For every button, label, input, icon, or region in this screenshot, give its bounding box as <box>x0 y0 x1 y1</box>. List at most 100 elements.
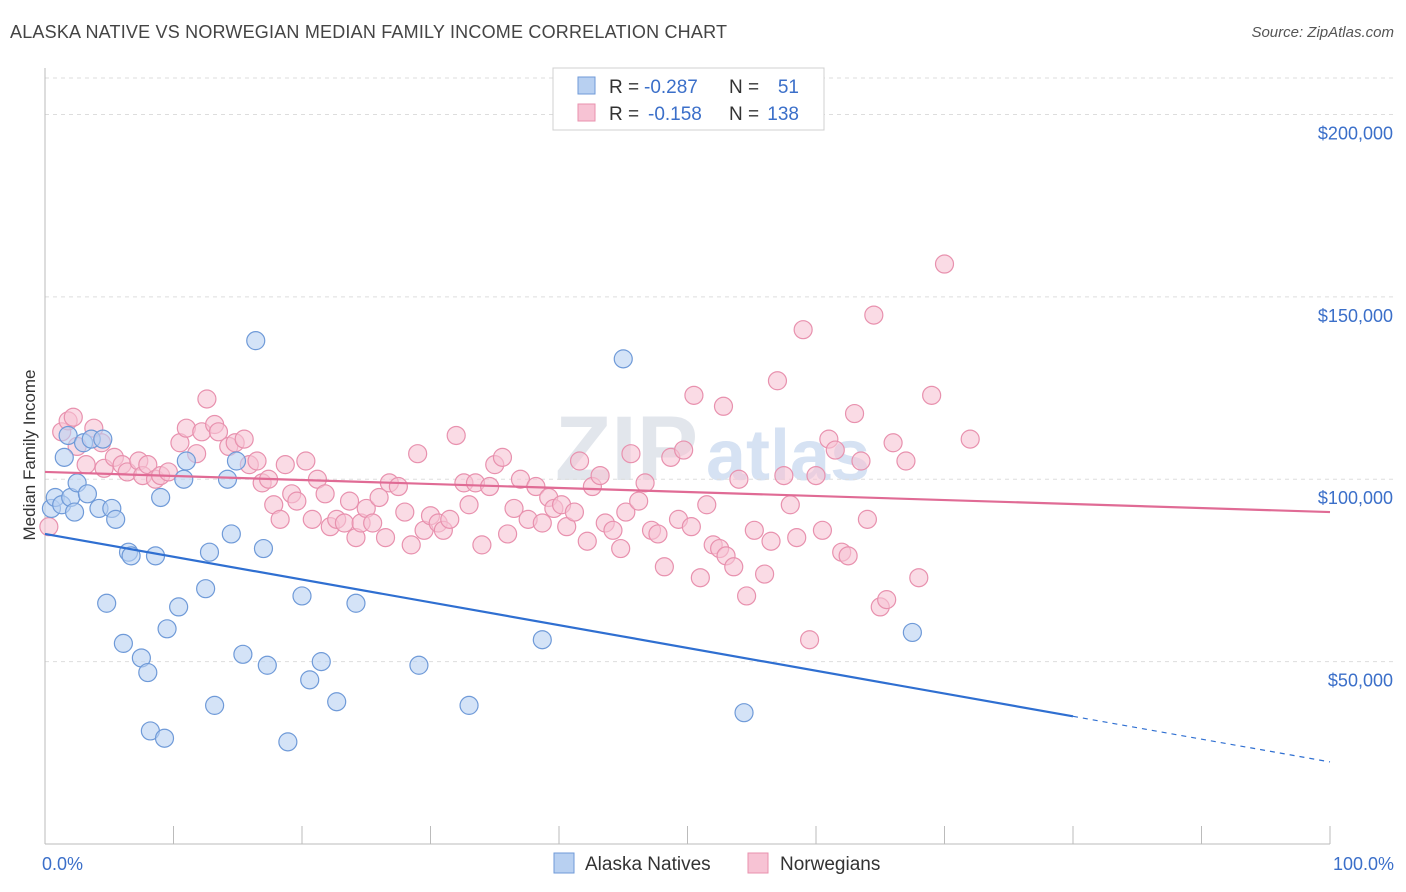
norwegian-point-36 <box>287 491 307 511</box>
norwegian-point-107 <box>754 564 775 584</box>
alaska-native-point-44 <box>409 655 429 675</box>
series-legend: Alaska Natives Norwegians <box>553 852 880 875</box>
norwegian-point-109 <box>767 371 788 391</box>
norwegian-point-87 <box>616 502 636 522</box>
norwegian-point-68 <box>492 447 513 467</box>
norwegian-point-61 <box>446 425 466 446</box>
grid-lines <box>45 77 1395 663</box>
norwegian-point-81 <box>577 531 597 551</box>
norwegian-point-55 <box>408 444 428 464</box>
alaska-native-point-50 <box>93 429 113 449</box>
norwegian-point-79 <box>564 502 585 522</box>
norwegian-point-116 <box>812 520 833 540</box>
norwegian-point-69 <box>498 524 518 544</box>
norwegian-point-0 <box>39 517 59 537</box>
bottom-legend-label-blue: Alaska Natives <box>585 854 711 875</box>
alaska-native-point-27 <box>176 451 196 471</box>
x-tick-label-min: 0.0% <box>42 854 83 874</box>
norwegian-point-132 <box>960 429 980 449</box>
axes <box>44 68 1331 845</box>
alaska-native-point-33 <box>226 451 247 471</box>
norwegian-point-110 <box>774 465 794 486</box>
norwegian-point-60 <box>440 509 460 529</box>
alaska-native-point-19 <box>138 662 158 683</box>
norwegian-point-112 <box>787 527 807 548</box>
alaska-native-point-48 <box>902 622 922 643</box>
norwegian-point-89 <box>629 491 649 511</box>
y-tick-label-2: $150,000 <box>1318 306 1393 326</box>
alaska-native-point-21 <box>145 546 166 566</box>
norwegian-point-114 <box>799 630 820 650</box>
norwegian-point-63 <box>459 495 479 515</box>
norwegian-point-128 <box>896 451 916 471</box>
alaska-native-point-31 <box>217 469 238 489</box>
legend-r-value-pink: -0.158 <box>648 104 702 125</box>
norwegian-point-97 <box>681 517 701 537</box>
norwegian-point-108 <box>761 531 781 551</box>
alaska-native-point-29 <box>196 579 216 599</box>
alaska-native-point-22 <box>151 487 171 508</box>
norwegian-point-34 <box>275 455 295 475</box>
norwegian-point-98 <box>690 568 710 588</box>
norwegian-point-40 <box>315 484 335 504</box>
norwegian-point-118 <box>825 440 845 460</box>
alaska-native-point-41 <box>311 652 331 672</box>
bottom-legend-swatch-pink <box>747 852 769 874</box>
alaska-native-point-36 <box>253 538 274 559</box>
norwegian-point-80 <box>569 451 590 471</box>
norwegian-point-54 <box>401 535 421 555</box>
alaska-native-point-28 <box>199 542 220 562</box>
correlation-legend: R = -0.287 N = 51 R = -0.158 N = 138 <box>552 67 825 131</box>
alaska-native-point-3 <box>54 447 74 467</box>
norwegian-point-123 <box>857 509 878 529</box>
y-tick-label-1: $100,000 <box>1318 488 1393 508</box>
y-axis-label: Median Family Income <box>20 369 39 540</box>
alaska-native-point-49 <box>734 703 754 723</box>
norwegian-point-86 <box>611 538 631 559</box>
chart-title: ALASKA NATIVE VS NORWEGIAN MEDIAN FAMILY… <box>10 22 728 42</box>
alaska-native-point-39 <box>292 586 312 606</box>
legend-r-label-blue: R = <box>609 77 639 98</box>
norwegian-point-126 <box>877 590 897 610</box>
norwegian-point-43 <box>334 513 355 533</box>
norwegian-point-120 <box>838 546 858 566</box>
alaska-native-point-37 <box>257 655 277 675</box>
norwegian-point-124 <box>864 305 884 325</box>
legend-n-label-pink: N = <box>729 104 759 125</box>
norwegian-point-53 <box>395 502 415 522</box>
y-tick-label-3: $200,000 <box>1318 123 1393 143</box>
alaska-native-point-4 <box>58 425 78 446</box>
norwegian-point-33 <box>270 509 290 529</box>
norwegian-point-71 <box>510 469 531 489</box>
legend-swatch-pink <box>577 103 596 122</box>
norwegian-point-22 <box>197 389 217 409</box>
norwegian-point-88 <box>621 444 641 464</box>
norwegian-point-65 <box>472 535 492 555</box>
alaska-native-point-35 <box>246 331 266 351</box>
legend-r-value-blue: -0.287 <box>644 77 698 98</box>
norwegian-point-5 <box>76 455 96 475</box>
trend-line-alaska-natives-extension <box>1072 715 1331 763</box>
norwegian-point-130 <box>922 385 942 405</box>
norwegian-point-85 <box>603 520 623 540</box>
alaska-native-point-43 <box>346 593 366 613</box>
norwegian-point-122 <box>851 451 871 471</box>
alaska-native-point-9 <box>77 484 98 504</box>
alaska-native-point-14 <box>106 509 126 529</box>
alaska-native-point-23 <box>154 728 175 748</box>
alaska-native-point-24 <box>157 619 177 639</box>
norwegian-point-111 <box>780 495 800 515</box>
legend-n-value-pink: 138 <box>767 104 799 125</box>
norwegian-point-44 <box>339 491 360 511</box>
legend-swatch-blue <box>577 76 596 95</box>
norwegian-point-93 <box>654 557 674 577</box>
legend-box <box>552 67 825 131</box>
trend-lines <box>44 470 1331 763</box>
legend-r-label-pink: R = <box>609 104 639 125</box>
norwegian-point-27 <box>234 429 254 449</box>
alaska-native-point-17 <box>121 546 141 566</box>
y-tick-labels: $50,000 $100,000 $150,000 $200,000 <box>1318 123 1393 690</box>
norwegian-point-70 <box>504 498 524 519</box>
alaska-native-point-26 <box>174 469 194 489</box>
norwegian-point-105 <box>737 586 757 606</box>
